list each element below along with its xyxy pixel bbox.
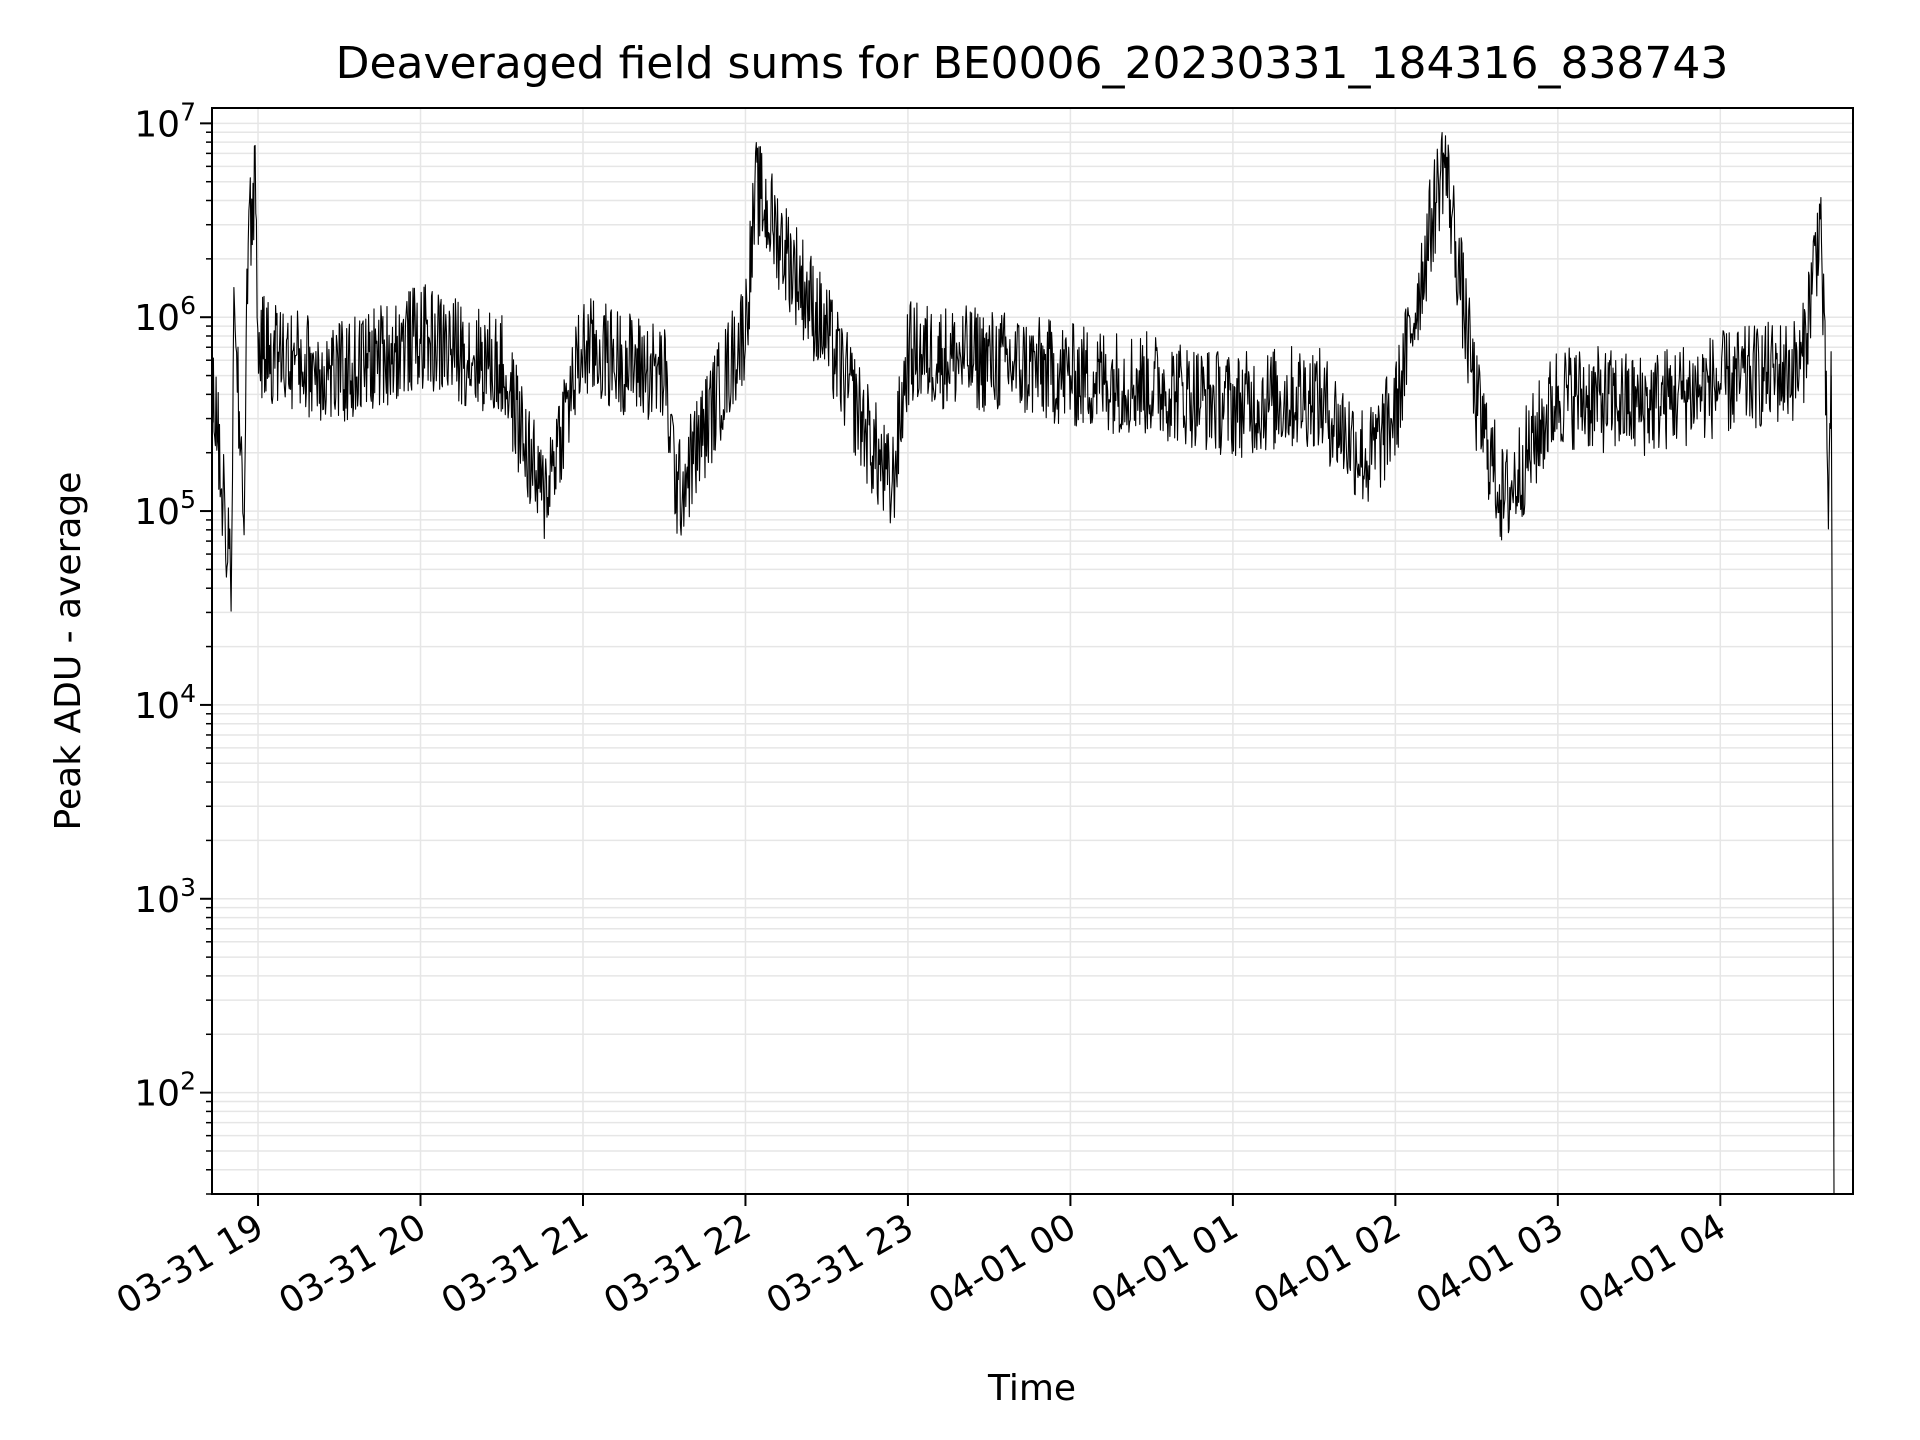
- y-tick-label: 102: [134, 1067, 196, 1115]
- grid-lines: [212, 108, 1853, 1195]
- y-tick-label: 107: [134, 97, 196, 145]
- y-tick-label: 103: [134, 873, 196, 921]
- chart-title: Deaveraged field sums for BE0006_2023033…: [336, 38, 1729, 89]
- x-axis-label: Time: [987, 1368, 1076, 1409]
- plot-frame: [211, 107, 1854, 1195]
- y-axis-label: Peak ADU - average: [48, 472, 89, 831]
- y-tick-label: 106: [134, 291, 196, 339]
- y-axis-ticks: 102 103 104 105 106 107: [134, 97, 212, 1195]
- y-tick-label: 104: [134, 679, 196, 727]
- y-tick-label: 105: [134, 485, 196, 533]
